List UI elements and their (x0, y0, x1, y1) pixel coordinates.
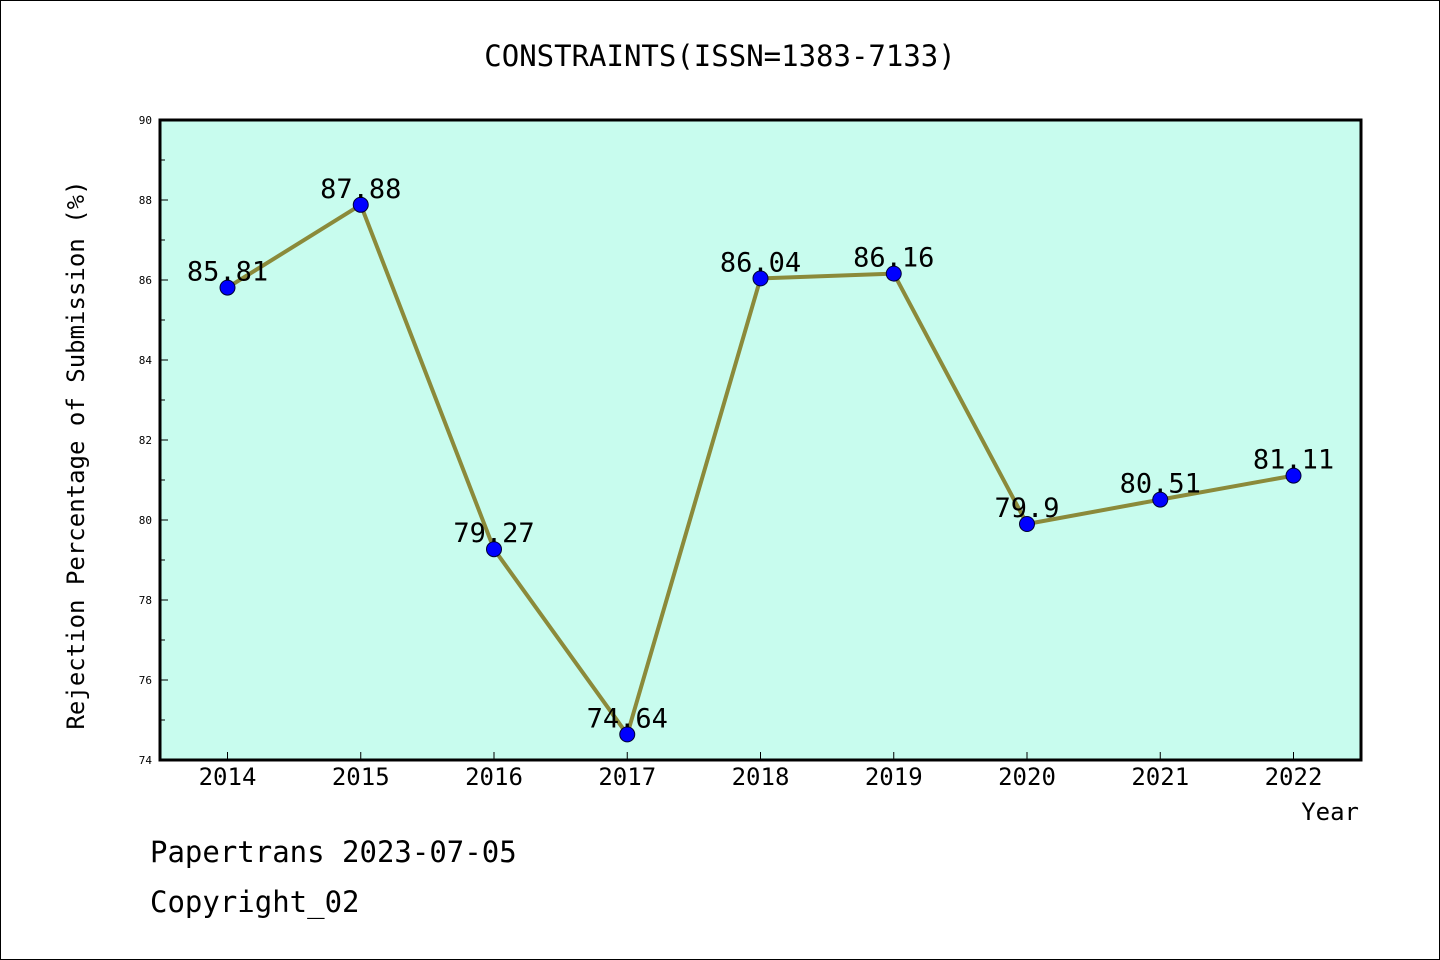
y-tick-label: 84 (139, 354, 153, 367)
series-group (219, 196, 1302, 743)
data-point (486, 541, 502, 558)
data-point (1152, 491, 1169, 508)
data-point (619, 726, 636, 743)
y-tick-label: 90 (139, 114, 152, 127)
x-axis: 2014 2015 2016 2017 2018 2019 2020 2021 2022 (199, 752, 1323, 791)
y-tick-label: 80 (139, 514, 152, 527)
x-tick-label: 2018 (732, 763, 790, 791)
data-label: 79.27 (453, 518, 534, 549)
x-tick-label: 2021 (1131, 763, 1189, 791)
y-tick-label: 76 (139, 674, 152, 687)
y-tick-label: 86 (139, 274, 152, 287)
data-label: 74.64 (587, 703, 668, 734)
footer-copyright: Copyright_02 (150, 885, 360, 919)
data-point (885, 265, 902, 282)
data-point (1019, 516, 1035, 532)
y-axis-label: Rejection Percentage of Submission (%) (62, 180, 90, 729)
x-tick-label: 2019 (865, 763, 923, 791)
data-label: 79.9 (994, 493, 1059, 524)
x-tick-label: 2014 (199, 763, 257, 791)
data-label: 87.88 (320, 174, 401, 205)
plot-area (158, 118, 1363, 762)
data-label: 85.81 (187, 257, 268, 288)
data-point (219, 279, 236, 296)
data-label: 80.51 (1120, 469, 1201, 500)
x-tick-label: 2017 (598, 763, 656, 791)
x-tick-label: 2022 (1265, 763, 1323, 791)
data-point (1285, 467, 1302, 484)
data-label: 86.04 (720, 247, 801, 278)
y-tick-label: 88 (139, 194, 152, 207)
footer-date: Papertrans 2023-07-05 (150, 835, 517, 869)
y-tick-label: 74 (139, 754, 153, 767)
y-tick-label: 78 (139, 594, 152, 607)
x-axis-label: Year (1301, 798, 1359, 826)
data-label: 81.11 (1253, 445, 1334, 476)
data-label: 86.16 (853, 243, 934, 274)
data-labels: 85.81 87.88 79.27 74.64 86.04 86.16 79.9 80.51 8… (187, 174, 1334, 735)
data-point (352, 196, 369, 213)
chart-title: CONSTRAINTS(ISSN=1383-7133) (484, 39, 955, 73)
x-tick-label: 2016 (465, 763, 523, 791)
x-tick-label: 2015 (332, 763, 390, 791)
data-point (752, 270, 769, 287)
y-tick-label: 82 (139, 434, 152, 447)
x-tick-label: 2020 (998, 763, 1056, 791)
y-axis: 74 76 78 80 82 84 86 88 90 (139, 114, 168, 767)
